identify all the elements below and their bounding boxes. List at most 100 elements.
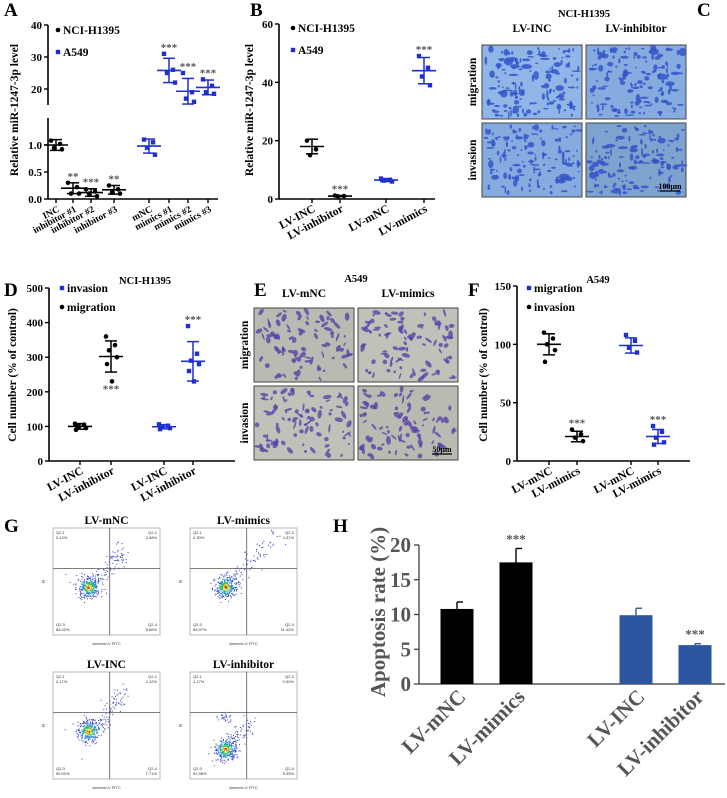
panel-letter-E: E — [254, 280, 267, 301]
stained-cell — [642, 56, 647, 59]
flow-event-dot — [78, 730, 80, 732]
flow-event-dot — [223, 756, 225, 758]
flow-event-dot — [224, 744, 226, 746]
stained-cell — [443, 358, 448, 363]
stained-cell — [271, 406, 278, 413]
quadrant-name: Q2-2 — [285, 674, 295, 679]
stained-cell — [506, 59, 511, 63]
flow-event-dot — [88, 725, 90, 727]
stained-cell — [656, 148, 659, 154]
stained-cell — [553, 127, 557, 130]
stained-cell — [615, 135, 625, 140]
flow-event-dot — [86, 590, 88, 592]
stained-cell — [423, 395, 431, 402]
flow-event-dot — [86, 727, 88, 729]
data-point — [661, 440, 667, 445]
flow-event-dot — [233, 588, 235, 590]
stained-cell — [536, 133, 538, 136]
flow-event-dot — [81, 572, 83, 574]
flow-event-dot — [101, 578, 103, 580]
stained-cell — [600, 157, 604, 161]
flow-event-dot — [69, 582, 71, 584]
flow-event-dot — [222, 738, 224, 740]
stained-cell — [359, 406, 368, 410]
stained-cell — [618, 156, 624, 158]
flow-event-dot — [235, 750, 237, 752]
flow-event-dot — [210, 746, 212, 748]
flow-event-dot — [238, 581, 240, 583]
flow-event-dot — [220, 759, 222, 761]
stained-cell — [338, 392, 342, 397]
flow-event-dot — [89, 738, 91, 740]
flow-plot-title: LV-INC — [87, 659, 126, 671]
flow-event-dot — [109, 710, 111, 712]
stained-cell — [505, 142, 509, 147]
flow-event-dot — [100, 724, 102, 726]
flow-event-dot — [239, 575, 241, 577]
flow-event-dot — [115, 701, 117, 703]
stained-cell — [645, 60, 648, 63]
flow-event-dot — [230, 758, 232, 760]
stained-cell — [554, 158, 558, 161]
stained-cell — [425, 360, 432, 368]
flow-event-dot — [224, 751, 226, 753]
flow-event-dot — [123, 566, 125, 568]
flow-event-dot — [83, 714, 85, 716]
flow-event-dot — [117, 549, 119, 551]
data-point — [196, 361, 202, 367]
flow-event-dot — [221, 742, 223, 744]
stained-cell — [443, 343, 449, 348]
column-label: LV-mNC — [282, 288, 326, 300]
flow-event-dot — [221, 718, 223, 720]
flow-event-dot — [269, 542, 271, 544]
flow-event-dot — [87, 587, 89, 589]
flow-event-dot — [237, 734, 239, 736]
stained-cell — [433, 339, 437, 347]
flow-event-dot — [85, 716, 87, 718]
flow-event-dot — [234, 743, 236, 745]
flow-event-dot — [228, 585, 230, 587]
y-axis-label: PI — [178, 580, 183, 584]
stained-cell — [403, 421, 409, 426]
stained-cell — [558, 137, 562, 143]
quadrant-percentage: 7.71% — [146, 771, 158, 776]
y-tick-label: 500 — [27, 283, 44, 295]
stained-cell — [367, 320, 372, 327]
flow-event-dot — [81, 579, 83, 581]
stained-cell — [543, 187, 545, 191]
stained-cell — [604, 76, 610, 82]
flow-event-dot — [273, 543, 275, 545]
data-point — [165, 423, 171, 428]
flow-event-dot — [97, 591, 99, 593]
stained-cell — [551, 124, 554, 130]
stained-cell — [567, 86, 576, 89]
flow-event-dot — [125, 693, 127, 695]
significance-label: *** — [416, 44, 433, 56]
flow-event-dot — [120, 552, 122, 554]
flow-event-dot — [88, 593, 90, 595]
flow-event-dot — [237, 582, 239, 584]
stained-cell — [404, 336, 407, 341]
flow-event-dot — [79, 587, 81, 589]
stained-cell — [304, 425, 309, 435]
flow-event-dot — [229, 745, 231, 747]
flow-event-dot — [224, 582, 226, 584]
stained-cell — [382, 359, 388, 365]
flow-event-dot — [91, 736, 93, 738]
stained-cell — [571, 70, 581, 73]
flow-event-dot — [90, 588, 92, 590]
stained-cell — [348, 432, 351, 437]
flow-event-dot — [224, 575, 226, 577]
flow-event-dot — [85, 731, 87, 733]
flow-event-dot — [211, 587, 213, 589]
flow-event-dot — [83, 585, 85, 587]
quadrant-percentage: 4.31% — [283, 535, 295, 540]
flow-event-dot — [75, 731, 77, 733]
stained-cell — [561, 56, 564, 59]
stained-cell — [540, 137, 542, 140]
stained-cell — [393, 370, 397, 374]
stained-cell — [309, 425, 314, 433]
flow-event-dot — [237, 731, 239, 733]
stained-cell — [619, 77, 624, 82]
